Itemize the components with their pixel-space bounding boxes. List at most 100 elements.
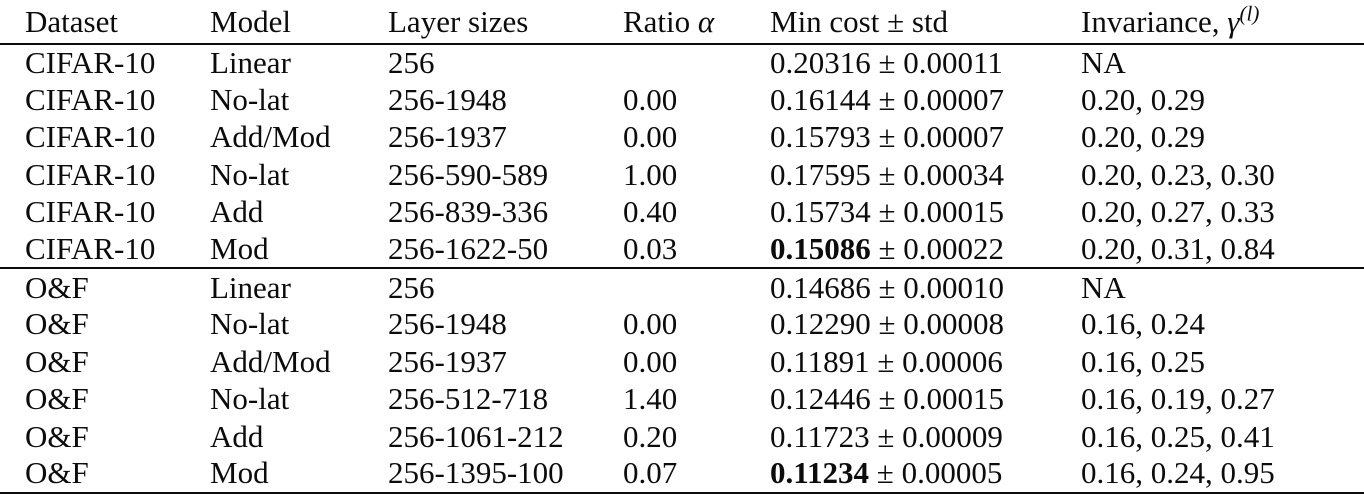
plus-minus-symbol: ± [869, 343, 903, 379]
std-value: 0.00005 [901, 455, 1003, 491]
layer-sizes-cell: 256 [388, 267, 623, 306]
invariance-cell: NA [1081, 267, 1364, 306]
table-row: CIFAR-10 Add/Mod 256-1937 0.00 0.15793 ± 0.0… [0, 119, 1364, 156]
dataset-cell: O&F [25, 455, 89, 491]
layer-sizes-cell: 256-512-718 [388, 381, 549, 417]
ratio-cell [623, 267, 770, 306]
dataset-cell: O&F [25, 343, 89, 379]
min-cost-value: 0.15734 [770, 194, 871, 230]
table-row: CIFAR-10 Mod 256-1622-50 0.03 0.15086 ± 0.00… [0, 231, 1364, 268]
min-cost-cell: 0.16144 ± 0.00007 [770, 81, 1081, 118]
min-cost-cell: 0.15086 ± 0.00022 [770, 231, 1081, 268]
invariance-cell: 0.20, 0.31, 0.84 [1081, 231, 1275, 267]
ratio-cell: 0.20 [623, 418, 678, 454]
invariance-cell: 0.16, 0.19, 0.27 [1081, 381, 1275, 417]
layer-sizes-cell: 256-590-589 [388, 156, 549, 192]
min-cost-value: 0.11234 [770, 455, 870, 491]
table-row: CIFAR-10 No-lat 256-1948 0.00 0.16144 ± 0.00… [0, 81, 1364, 118]
model-cell: Add [210, 194, 264, 230]
table-row: CIFAR-10 No-lat 256-590-589 1.00 0.17595 ± 0… [0, 156, 1364, 193]
table-row: O&F Add/Mod 256-1937 0.00 0.11891 ± 0.00006 0… [0, 343, 1364, 380]
ratio-cell: 0.07 [623, 455, 678, 491]
col-header-model: Model [210, 0, 388, 45]
model-cell: No-lat [210, 156, 290, 192]
layer-sizes-cell: 256-1937 [388, 119, 507, 155]
min-cost-cell: 0.11891 ± 0.00006 [770, 343, 1081, 380]
dataset-cell: O&F [25, 381, 89, 417]
plus-minus-symbol: ± [869, 418, 903, 454]
table-row: O&F No-lat 256-1948 0.00 0.12290 ± 0.00008 0.… [0, 306, 1364, 343]
min-cost-cell: 0.17595 ± 0.00034 [770, 156, 1081, 193]
std-value: 0.00007 [903, 82, 1005, 118]
plus-minus-symbol: ± [870, 156, 904, 192]
min-cost-value: 0.12290 [770, 306, 871, 342]
ratio-cell [623, 44, 770, 81]
plus-minus-symbol: ± [870, 231, 904, 267]
std-value: 0.00009 [902, 418, 1003, 454]
ratio-cell: 1.00 [623, 156, 678, 192]
plus-minus-symbol: ± [870, 119, 904, 155]
plus-minus-symbol: ± [870, 45, 904, 81]
ratio-cell: 0.00 [623, 82, 678, 118]
min-cost-cell: 0.12290 ± 0.00008 [770, 306, 1081, 343]
std-value: 0.00006 [902, 343, 1003, 379]
std-value: 0.00034 [903, 156, 1005, 192]
ratio-cell: 0.00 [623, 343, 678, 379]
invariance-cell: 0.16, 0.25, 0.41 [1081, 418, 1275, 454]
min-cost-value: 0.11723 [770, 418, 870, 454]
min-cost-cell: 0.20316 ± 0.00011 [770, 44, 1081, 81]
plus-minus-symbol: ± [870, 306, 904, 342]
min-cost-value: 0.16144 [770, 82, 871, 118]
table-row: O&F Add 256-1061-212 0.20 0.11723 ± 0.00009 0… [0, 418, 1364, 455]
plus-minus-symbol: ± [870, 269, 904, 305]
std-value: 0.00008 [903, 306, 1005, 342]
dataset-cell: O&F [25, 306, 89, 342]
model-cell: Mod [210, 455, 269, 491]
invariance-cell: 0.20, 0.29 [1081, 119, 1205, 155]
dataset-cell: O&F [25, 418, 89, 454]
ratio-cell: 0.40 [623, 194, 678, 230]
invariance-cell: 0.16, 0.25 [1081, 343, 1205, 379]
std-value: 0.00015 [903, 381, 1005, 417]
invariance-cell: 0.16, 0.24, 0.95 [1081, 455, 1275, 491]
ratio-label: Ratio [623, 3, 698, 39]
min-cost-value: 0.17595 [770, 156, 871, 192]
table-row: O&F Linear 256 0.14686 ± 0.00010 NA [0, 267, 1364, 306]
layer-sizes-cell: 256-1061-212 [388, 418, 564, 454]
dataset-cell: CIFAR-10 [25, 156, 156, 192]
min-cost-value: 0.11891 [770, 343, 870, 379]
ratio-cell: 0.03 [623, 231, 678, 267]
plus-minus-symbol: ± [870, 194, 904, 230]
min-cost-cell: 0.15734 ± 0.00015 [770, 194, 1081, 231]
dataset-cell: CIFAR-10 [25, 231, 156, 267]
min-cost-cell: 0.11723 ± 0.00009 [770, 418, 1081, 455]
layer-sizes-cell: 256-1395-100 [388, 455, 564, 491]
min-cost-cell: 0.15793 ± 0.00007 [770, 119, 1081, 156]
table-row: O&F No-lat 256-512-718 1.40 0.12446 ± 0.0001… [0, 381, 1364, 418]
header-row: Dataset Model Layer sizes Ratio α Min co… [0, 0, 1364, 45]
alpha-symbol: α [697, 3, 715, 39]
col-header-ratio: Ratio α [623, 0, 770, 45]
min-cost-cell: 0.12446 ± 0.00015 [770, 381, 1081, 418]
plus-minus-symbol: ± [870, 82, 904, 118]
plus-minus-symbol: ± [870, 381, 904, 417]
dataset-cell: CIFAR-10 [25, 82, 156, 118]
col-header-layer-sizes: Layer sizes [388, 0, 623, 45]
col-header-invariance: Invariance, γ(l) [1081, 0, 1364, 45]
min-cost-cell: 0.14686 ± 0.00010 [770, 267, 1081, 306]
invariance-cell: 0.20, 0.29 [1081, 82, 1205, 118]
ratio-cell: 0.00 [623, 306, 678, 342]
model-cell: Mod [210, 231, 269, 267]
model-cell: No-lat [210, 82, 290, 118]
model-cell: Add/Mod [210, 343, 331, 379]
invariance-label: Invariance, [1081, 3, 1228, 39]
std-value: 0.00010 [903, 269, 1005, 305]
table-row: CIFAR-10 Add 256-839-336 0.40 0.15734 ± 0.00… [0, 194, 1364, 231]
model-cell: No-lat [210, 381, 290, 417]
min-cost-value: 0.15086 [770, 231, 871, 267]
min-cost-cell: 0.11234 ± 0.00005 [770, 455, 1081, 492]
min-cost-value: 0.12446 [770, 381, 871, 417]
min-cost-value: 0.14686 [770, 269, 871, 305]
layer-sizes-cell: 256-1622-50 [388, 231, 549, 267]
